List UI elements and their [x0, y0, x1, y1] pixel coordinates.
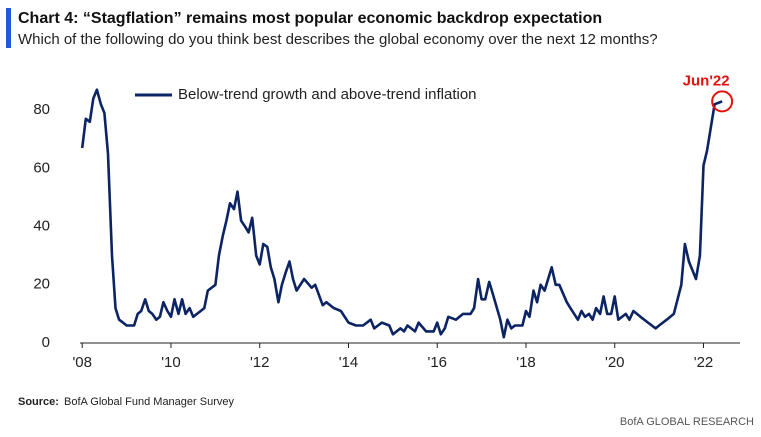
source-label: Source:	[18, 396, 59, 408]
source: BofA Global Fund Manager Survey	[64, 396, 234, 408]
x-tick-label: '08	[72, 354, 92, 371]
x-tick-label: '18	[516, 354, 536, 371]
y-tick-label: 80	[33, 101, 50, 118]
chart-subtitle: Which of the following do you think best…	[18, 31, 658, 48]
chart-title: Chart 4: “Stagflation” remains most popu…	[18, 10, 602, 27]
x-tick-label: '22	[694, 354, 714, 371]
line	[80, 88, 723, 339]
title-bar	[6, 8, 11, 48]
y-tick-label: 60	[33, 159, 50, 176]
annotation: Jun'22	[683, 72, 730, 89]
x-tick-label: '12	[250, 354, 270, 371]
credit: BofA GLOBAL RESEARCH	[620, 416, 754, 428]
x-tick-label: '16	[427, 354, 447, 371]
y-tick-label: 40	[33, 218, 50, 235]
x-tick-label: '14	[339, 354, 359, 371]
x-tick-label: '20	[605, 354, 625, 371]
y-tick-label: 20	[33, 276, 50, 293]
legend-label: Below-trend growth and above-trend infla…	[178, 86, 477, 103]
highlight-circle	[711, 90, 734, 113]
y-tick-label: 0	[42, 334, 50, 351]
x-tick-label: '10	[161, 354, 181, 371]
